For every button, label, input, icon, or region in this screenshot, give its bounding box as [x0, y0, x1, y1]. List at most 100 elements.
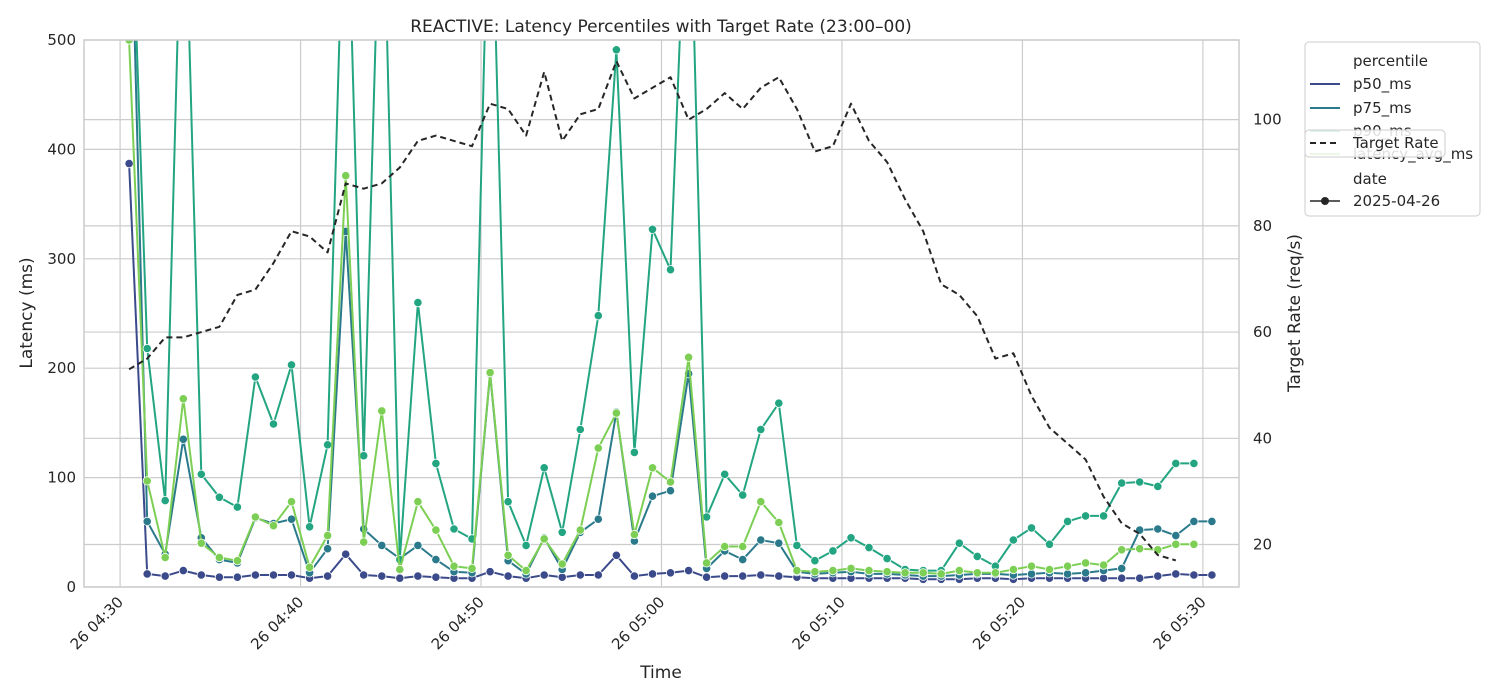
- point-p90_ms: [250, 372, 260, 382]
- point-latency_avg_ms: [738, 541, 748, 552]
- y-tick-label: 500: [47, 31, 76, 49]
- point-p75_ms: [1026, 569, 1037, 579]
- series-layer: [124, 40, 1217, 584]
- point-p50_ms: [720, 571, 730, 581]
- point-latency_avg_ms: [268, 521, 279, 531]
- point-p90_ms: [864, 542, 874, 553]
- legend-label-p50: p50_ms: [1353, 75, 1412, 94]
- point-latency_avg_ms: [1117, 545, 1127, 555]
- point-latency_avg_ms: [1026, 561, 1037, 571]
- point-p50_ms: [665, 568, 676, 578]
- point-p90_ms: [593, 311, 603, 321]
- series-Target Rate: [128, 60, 1177, 562]
- point-p50_ms: [268, 570, 279, 580]
- point-p50_ms: [629, 571, 640, 581]
- point-p75_ms: [738, 554, 748, 565]
- point-p90_ms: [972, 551, 982, 562]
- point-latency_avg_ms: [341, 171, 351, 181]
- point-p90_ms: [792, 540, 802, 551]
- point-p90_ms: [720, 469, 730, 479]
- x-tick-label: 26 04:40: [247, 593, 307, 653]
- point-latency_avg_ms: [377, 406, 387, 416]
- point-p90_ms: [214, 492, 224, 502]
- point-p50_ms: [286, 570, 297, 580]
- point-latency_avg_ms: [756, 497, 766, 507]
- legend-target-frame: [1304, 129, 1446, 158]
- point-p90_ms: [665, 265, 676, 275]
- point-p90_ms: [268, 419, 279, 429]
- point-p90_ms: [828, 546, 838, 556]
- y2-tick-label: 100: [1253, 111, 1282, 129]
- point-latency_avg_ms: [882, 567, 892, 577]
- point-p50_ms: [1171, 569, 1181, 579]
- point-p50_ms: [395, 573, 405, 583]
- point-latency_avg_ms: [720, 541, 730, 552]
- point-p90_ms: [882, 553, 892, 564]
- y2-tick-label: 80: [1253, 217, 1272, 235]
- point-p90_ms: [575, 424, 585, 435]
- grid: [84, 39, 1239, 588]
- point-latency_avg_ms: [1008, 564, 1019, 575]
- point-latency_avg_ms: [286, 497, 297, 507]
- point-p50_ms: [341, 549, 351, 559]
- point-p90_ms: [1099, 511, 1109, 521]
- point-latency_avg_ms: [611, 408, 622, 418]
- point-latency_avg_ms: [792, 565, 802, 576]
- point-p75_ms: [774, 538, 784, 548]
- y-axis-title: Latency (ms): [17, 257, 37, 368]
- plot-frame: [83, 39, 1240, 588]
- x-tick-label: 26 05:10: [789, 593, 849, 653]
- point-p50_ms: [539, 570, 549, 580]
- point-p75_ms: [1081, 568, 1091, 578]
- point-latency_avg_ms: [936, 569, 946, 579]
- point-p75_ms: [377, 540, 387, 551]
- point-latency_avg_ms: [846, 563, 856, 574]
- point-p90_ms: [1171, 458, 1181, 468]
- point-p90_ms: [954, 538, 964, 548]
- point-p75_ms: [286, 514, 297, 524]
- point-p75_ms: [1117, 563, 1127, 574]
- y2-tick-label: 40: [1253, 429, 1272, 447]
- legend-label-date: 2025-04-26: [1353, 192, 1440, 210]
- point-p50_ms: [232, 572, 242, 582]
- x-tick-label: 26 05:20: [969, 593, 1029, 653]
- legend-title-date: date: [1353, 170, 1387, 188]
- point-p90_ms: [322, 440, 333, 450]
- point-p75_ms: [1207, 516, 1217, 527]
- point-latency_avg_ms: [900, 568, 910, 578]
- point-p50_ms: [756, 570, 766, 580]
- point-p90_ms: [810, 556, 820, 566]
- point-p90_ms: [449, 524, 459, 534]
- point-p50_ms: [1099, 573, 1109, 583]
- point-p90_ms: [629, 447, 640, 457]
- point-p50_ms: [322, 571, 333, 581]
- point-p90_ms: [539, 463, 549, 473]
- legend-title-percentile: percentile: [1353, 52, 1428, 70]
- point-p75_ms: [142, 516, 152, 527]
- point-latency_avg_ms: [972, 568, 982, 578]
- point-p90_ms: [557, 527, 567, 537]
- point-p50_ms: [124, 159, 134, 169]
- point-p90_ms: [611, 45, 622, 55]
- point-latency_avg_ms: [575, 525, 585, 535]
- point-p50_ms: [377, 571, 387, 581]
- y-tick-label: 100: [47, 469, 76, 487]
- x-axis-title: Time: [639, 663, 682, 683]
- point-p90_ms: [286, 360, 297, 370]
- point-latency_avg_ms: [467, 563, 477, 574]
- x-tick-label: 26 05:30: [1150, 593, 1210, 653]
- point-latency_avg_ms: [232, 556, 242, 566]
- point-latency_avg_ms: [1171, 539, 1181, 549]
- point-p90_ms: [232, 502, 242, 512]
- point-p90_ms: [738, 490, 748, 500]
- point-latency_avg_ms: [214, 552, 224, 563]
- point-latency_avg_ms: [918, 568, 928, 578]
- point-p90_ms: [503, 497, 513, 507]
- legend-target-rate: Target Rate: [1304, 129, 1446, 158]
- point-p50_ms: [178, 565, 188, 576]
- point-latency_avg_ms: [810, 567, 820, 577]
- point-p90_ms: [1008, 535, 1019, 545]
- point-p75_ms: [1153, 524, 1163, 534]
- point-p50_ms: [647, 569, 658, 579]
- point-latency_avg_ms: [1063, 561, 1073, 571]
